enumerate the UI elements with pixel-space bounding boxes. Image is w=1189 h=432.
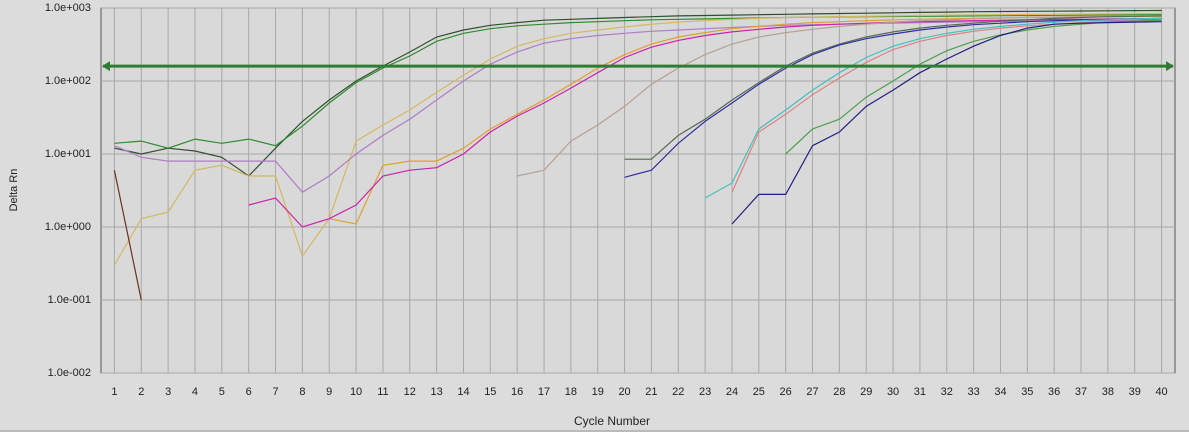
y-tick-label: 1.0e+003 (45, 2, 91, 14)
x-tick-label: 34 (994, 386, 1006, 398)
plot-area (100, 7, 1176, 374)
x-tick-label: 2 (138, 386, 144, 398)
x-tick-label: 19 (592, 386, 604, 398)
x-tick-label: 36 (1048, 386, 1060, 398)
threshold-arrow (102, 61, 110, 72)
x-tick-label: 11 (377, 386, 388, 398)
amplification-curve (114, 19, 1162, 193)
amplification-curve (704, 17, 1162, 199)
x-tick-label: 10 (350, 386, 362, 398)
x-tick-label: 13 (431, 386, 443, 398)
x-tick-label: 26 (780, 386, 792, 398)
x-tick-label: 40 (1155, 386, 1167, 398)
x-tick-label: 35 (1021, 386, 1033, 398)
threshold-arrow (1166, 61, 1174, 72)
y-tick-label: 1.0e+000 (45, 221, 91, 233)
amplification-curve (113, 12, 1162, 266)
y-tick-label: 1.0e+001 (45, 148, 91, 160)
x-tick-label: 15 (484, 386, 496, 398)
amplification-curve (731, 20, 1162, 193)
x-tick-label: 31 (914, 386, 926, 398)
x-tick-label: 5 (219, 386, 225, 398)
x-tick-label: 9 (326, 386, 332, 398)
x-tick-label: 39 (1129, 386, 1141, 398)
x-tick-label: 18 (565, 386, 577, 398)
amplification-curve (731, 21, 1162, 225)
x-tick-label: 14 (457, 386, 469, 398)
x-tick-label: 33 (968, 386, 980, 398)
x-tick-label: 4 (192, 386, 198, 398)
x-tick-label: 16 (511, 386, 523, 398)
x-tick-label: 12 (404, 386, 416, 398)
x-tick-label: 17 (538, 386, 550, 398)
amplification-curve (114, 13, 1162, 149)
amplification-curve (114, 9, 1162, 177)
x-tick-label: 7 (272, 386, 278, 398)
x-tick-label: 32 (941, 386, 953, 398)
x-tick-label: 24 (726, 386, 738, 398)
y-axis-label: Delta Rn (8, 169, 20, 212)
x-tick-label: 1 (111, 386, 117, 398)
x-tick-label: 28 (833, 386, 845, 398)
x-tick-label: 38 (1102, 386, 1114, 398)
x-tick-label: 22 (672, 386, 684, 398)
amplification-curve (624, 15, 1162, 160)
y-tick-label: 1.0e+002 (45, 75, 91, 87)
x-tick-label: 25 (753, 386, 765, 398)
x-tick-label: 6 (246, 386, 252, 398)
amplification-curve (517, 14, 1162, 177)
y-tick-label: 1.0e-001 (48, 294, 91, 306)
x-tick-label: 8 (299, 386, 305, 398)
x-tick-label: 37 (1075, 386, 1087, 398)
x-axis-label: Cycle Number (574, 414, 650, 428)
amplification-curve (624, 17, 1162, 178)
x-tick-label: 3 (165, 386, 171, 398)
x-tick-label: 20 (618, 386, 630, 398)
x-tick-label: 27 (806, 386, 818, 398)
x-tick-label: 21 (645, 386, 657, 398)
amplification-curve (248, 18, 1162, 228)
amplification-curve (113, 170, 142, 301)
y-tick-label: 1.0e-002 (48, 367, 91, 379)
x-tick-label: 23 (699, 386, 711, 398)
x-tick-label: 29 (860, 386, 872, 398)
x-tick-label: 30 (887, 386, 899, 398)
